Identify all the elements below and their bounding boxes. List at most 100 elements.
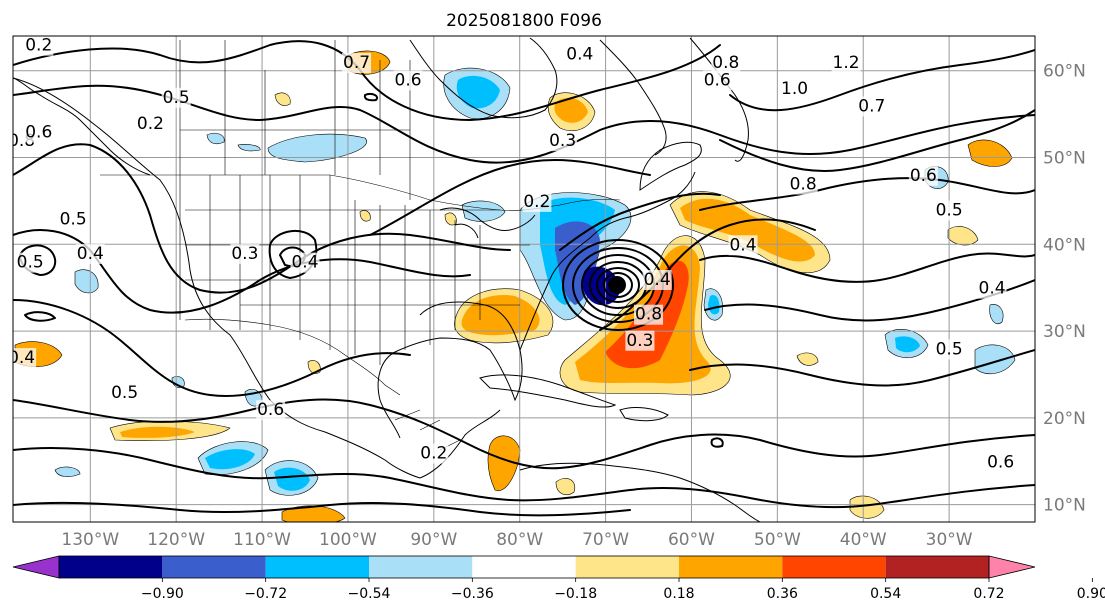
colorbar-swatch: [679, 556, 783, 578]
latitude-labels: 60°N 50°N 40°N 30°N 20°N 10°N: [1043, 62, 1086, 516]
colorbar-tick-label: 0.90: [1077, 586, 1105, 602]
colorbar-swatch: [369, 556, 473, 578]
east-coast: [519, 171, 696, 351]
positive-anomaly-region: [967, 139, 1013, 167]
contour-label-bg: [986, 452, 1016, 473]
contour-label: 0.2: [420, 444, 447, 464]
contour-label-bg: [290, 252, 320, 273]
positive-anomaly-region: [796, 352, 819, 366]
negative-anomaly-region: [267, 133, 367, 163]
south-america-coast: [519, 462, 761, 522]
colorbar-extend-max: [988, 555, 1036, 579]
contour-label-bg: [13, 348, 37, 369]
longitude-label: 80°W: [496, 530, 543, 550]
longitude-label: 90°W: [410, 530, 457, 550]
contour-label: 0.5: [936, 339, 963, 359]
figure-title: 2025081800 F096: [446, 11, 602, 31]
positive-anomaly-region: [849, 495, 885, 519]
positive-anomaly-region: [947, 226, 979, 246]
us-canada-border: [100, 174, 621, 211]
positive-anomaly-region: [359, 210, 371, 222]
contour-line: [729, 49, 1035, 112]
contour-label-bg: [565, 44, 595, 65]
colorbar-swatch: [265, 556, 369, 578]
contour-label: 0.7: [858, 96, 885, 116]
colorbar-tick-label: 0.54: [870, 586, 901, 602]
contour-label-bg: [522, 191, 552, 212]
negative-anomaly-region: [206, 132, 225, 145]
colorbar-tick-label: 0.36: [767, 586, 798, 602]
contour-label-bg: [934, 339, 964, 360]
latitude-label: 50°N: [1043, 149, 1086, 169]
contour-label: 0.6: [25, 122, 52, 142]
contour-label: 0.3: [626, 331, 653, 351]
pacific-nw-coast: [13, 77, 151, 176]
positive-anomaly-region: [274, 92, 291, 106]
negative-anomaly-region: [274, 467, 310, 491]
contour-label-bg: [634, 304, 664, 325]
contour-label-bg: [831, 53, 861, 74]
contour-label: 0.3: [231, 244, 258, 264]
contour-line: [369, 159, 651, 236]
contour-label-bg: [934, 200, 964, 221]
contour-label-bg: [642, 270, 672, 290]
labrador-coast: [599, 39, 667, 156]
negative-anomaly-region: [54, 466, 81, 477]
latitude-label: 20°N: [1043, 409, 1086, 429]
contour-label-bg: [702, 70, 732, 91]
cuba-coast: [479, 374, 617, 408]
contour-label: 0.2: [523, 192, 550, 212]
contour-label-bg: [75, 243, 105, 264]
longitude-label: 60°W: [668, 530, 715, 550]
contour-label-bg: [780, 79, 810, 100]
contour-label-bg: [393, 70, 423, 91]
longitude-label: 100°W: [319, 530, 377, 550]
contour-line: [13, 501, 631, 517]
contour-label-bg: [24, 36, 54, 56]
contour-label: 0.6: [257, 400, 284, 420]
colorbar-swatch: [575, 556, 679, 578]
hudson-bay-coast: [409, 37, 558, 119]
contour-label: 0.5: [17, 253, 44, 273]
contour-label-bg: [110, 382, 140, 403]
negative-anomaly-region: [461, 200, 506, 222]
colorbar: −0.90 −0.72 −0.54 −0.36 −0.18 0.18 0.36 0.54 0.7…: [12, 555, 1105, 602]
contour-line: [599, 218, 816, 331]
contour-line: [13, 143, 511, 294]
contour-label-bg: [711, 53, 741, 74]
contour-label-bg: [728, 235, 758, 256]
contour-label: 0.4: [291, 253, 318, 273]
contour-label: 0.6: [704, 70, 731, 90]
colorbar-tick-label: −0.18: [554, 586, 597, 602]
latitude-label: 10°N: [1043, 496, 1086, 516]
contour-label: 0.4: [979, 279, 1006, 299]
great-lakes: [439, 207, 536, 239]
contour-label: 0.8: [790, 175, 817, 195]
longitude-label: 50°W: [754, 530, 801, 550]
contour-lines: [13, 40, 1035, 517]
longitude-label: 130°W: [61, 530, 119, 550]
map-panel: 0.20.70.60.4 0.80.61.21.00.70.50.20.30.80…: [13, 36, 1035, 522]
maritimes-coast: [639, 141, 702, 191]
colorbar-swatch: [59, 556, 163, 578]
coastlines: [13, 37, 761, 522]
colorbar-tick-label: −0.54: [348, 586, 391, 602]
negative-anomaly-region: [708, 294, 720, 315]
contour-label-bg: [58, 209, 88, 230]
negative-anomaly-region: [74, 269, 99, 294]
contour-label: 1.2: [833, 53, 860, 73]
colorbar-outline: [58, 555, 990, 579]
contour-label: 0.7: [343, 53, 370, 73]
contour-label-bg: [788, 174, 818, 195]
contour-label: 0.6: [395, 70, 422, 90]
longitude-label: 120°W: [147, 530, 205, 550]
us-mexico-border: [184, 318, 386, 386]
colorbar-tick-label: 0.18: [663, 586, 694, 602]
colorbar-swatch: [782, 556, 886, 578]
contour-line: [13, 447, 1035, 509]
contour-line: [710, 437, 724, 448]
contour-label-bg: [15, 252, 45, 273]
contour-line: [363, 92, 378, 102]
contour-label: 0.8: [712, 53, 739, 73]
contour-label-bg: [908, 165, 938, 186]
